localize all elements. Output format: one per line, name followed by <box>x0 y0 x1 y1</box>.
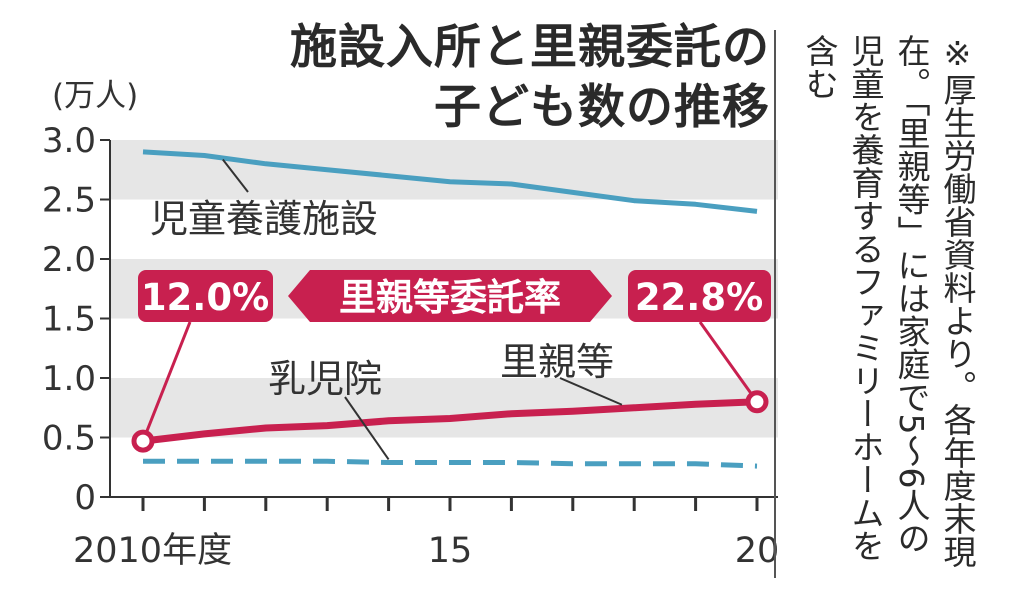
callout-start-value: 12.0% <box>141 276 269 319</box>
series-label-infant-home: 乳児院 <box>268 357 382 401</box>
infant-leader-line <box>344 396 390 461</box>
chart-title-line-1: 施設入所と里親委託の <box>290 20 770 75</box>
y-tick-label: 1.5 <box>42 300 96 340</box>
callout-end-value: 22.8% <box>635 276 763 319</box>
x-tick-label: 15 <box>428 531 473 571</box>
chart-title-line-2: 子ども数の推移 <box>434 80 770 135</box>
y-tick-label: 1.0 <box>42 359 96 399</box>
x-tick-label: 20 <box>735 531 780 571</box>
source-note-box: ※厚生労働省資料より。各年度末現在。「里親等」には家庭で5～6人の児童を養育する… <box>774 30 988 578</box>
callout-badge-end <box>628 270 771 322</box>
chart-title: 施設入所と里親委託の 子ども数の推移 <box>190 18 770 138</box>
foster-end-marker <box>745 390 769 414</box>
shelter-leader-line <box>222 158 249 193</box>
callout-banner <box>288 270 612 322</box>
foster-start-marker <box>131 429 155 453</box>
grid-band <box>110 140 778 200</box>
source-note-text: ※厚生労働省資料より。各年度末現在。「里親等」には家庭で5～6人の児童を養育する… <box>800 34 977 568</box>
x-tick-label: 2010年度 <box>73 531 232 571</box>
y-tick-label: 0 <box>74 478 96 518</box>
callout-badge-start <box>138 270 273 322</box>
y-tick-label: 3.0 <box>42 121 96 161</box>
callout-leader-end <box>698 321 759 403</box>
series-label-shelter: 児童養護施設 <box>150 197 378 241</box>
series-label-foster: 里親等 <box>500 340 614 384</box>
foster-leader-line <box>559 377 623 406</box>
callout-leader-start <box>141 321 192 442</box>
series-line-shelter <box>142 149 758 214</box>
series-line-infant-home <box>143 458 758 469</box>
y-tick-label: 2.0 <box>42 240 96 280</box>
callout-label: 里親等委託率 <box>339 276 561 319</box>
series-line-foster <box>142 398 758 445</box>
y-tick-label: 0.5 <box>42 419 96 459</box>
y-tick-label: 2.5 <box>42 181 96 221</box>
y-axis-unit-label: (万人) <box>52 78 139 114</box>
